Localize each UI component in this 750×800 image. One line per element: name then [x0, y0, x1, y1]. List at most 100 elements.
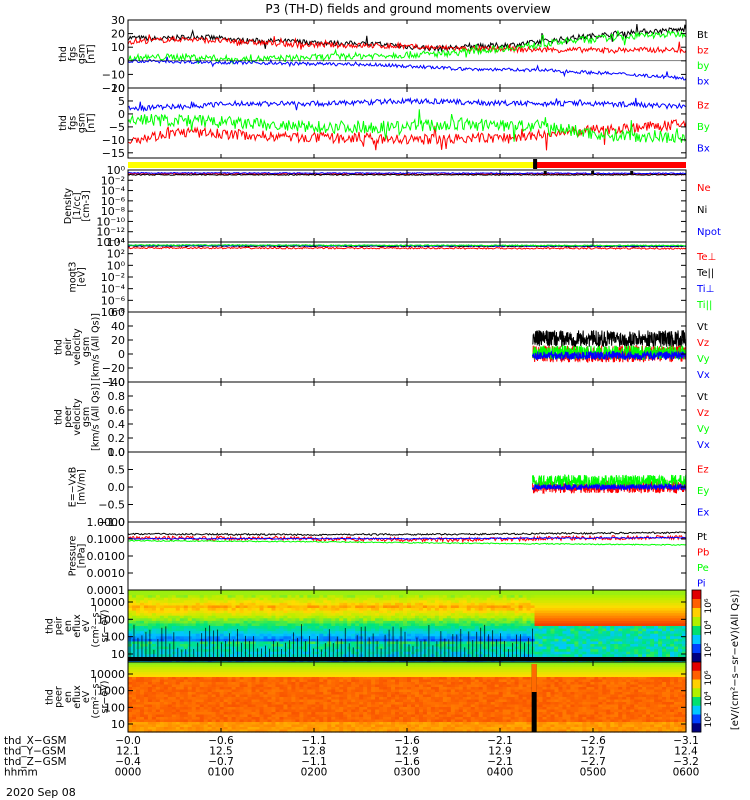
spectrogram-cell — [187, 602, 193, 607]
spectrogram-cell — [670, 590, 675, 594]
spectrogram-cell — [618, 638, 623, 643]
y-axis-label: thdfgsgsm[nT] — [58, 113, 97, 133]
spectrogram-cell — [558, 595, 564, 599]
spectrogram-cell — [486, 602, 492, 607]
spectrogram-cell — [151, 687, 157, 691]
spectrogram-cell — [179, 610, 185, 614]
spectrogram-cell — [598, 641, 603, 645]
spectrogram-cell — [295, 623, 300, 627]
spectrogram-cell — [662, 628, 667, 632]
spectrogram-cell — [562, 626, 568, 630]
y-tick-label: 10000 — [90, 596, 125, 609]
spectrogram-cell — [243, 615, 249, 619]
spectrogram-cell — [175, 618, 181, 622]
series-line-By — [127, 109, 687, 143]
spectrogram-cell — [654, 628, 659, 632]
spectrogram-cell — [231, 618, 237, 622]
spectrogram-cell — [502, 633, 508, 637]
y-axis-label-line: peir — [63, 338, 74, 357]
spectrogram-cell — [399, 620, 404, 625]
spectrogram-cell — [682, 602, 687, 607]
spectrogram-cell — [654, 659, 659, 663]
spectrogram-cell — [199, 719, 205, 723]
spectrogram-cell — [646, 618, 651, 622]
spectrogram-cell — [578, 638, 583, 643]
spectrogram-cell — [151, 677, 157, 681]
spectrogram-cell — [199, 613, 205, 617]
spectrogram-cell — [514, 600, 520, 604]
spectrogram-cell — [128, 712, 133, 716]
spectrogram-cell — [614, 646, 619, 650]
spectrogram-cell — [418, 602, 424, 607]
spectrogram-cell — [550, 600, 556, 604]
spectrogram-cell — [514, 595, 520, 599]
spectrogram-cell — [211, 659, 217, 663]
spectrogram-cell — [399, 613, 404, 617]
spectrogram-cell — [566, 605, 572, 609]
spectrogram-cell — [147, 669, 153, 673]
spectrogram-cell — [407, 659, 412, 663]
spectrogram-cell — [466, 628, 472, 632]
spectrogram-cell — [618, 605, 623, 609]
spectrogram-cell — [195, 682, 201, 686]
spectrogram-cell — [303, 615, 308, 619]
spectrogram-cell — [546, 659, 552, 663]
spectrogram-cell — [159, 717, 165, 721]
spectrogram-cell — [403, 605, 408, 609]
spectrogram-cell — [590, 595, 595, 599]
spectrogram-cell — [594, 605, 599, 609]
spectrogram-cell — [211, 595, 217, 599]
spectrogram-cell — [582, 631, 587, 635]
y-tick-label: 10² — [107, 248, 125, 261]
spectrogram-cell — [283, 615, 289, 619]
y-axis-label-line: fgs — [67, 116, 78, 130]
spectrogram-cell — [650, 610, 655, 614]
spectrogram-cell — [171, 669, 177, 673]
spectrogram-cell — [642, 649, 647, 653]
spectrogram-cell — [279, 597, 285, 601]
spectrogram-cell — [151, 664, 157, 668]
spectrogram-cell — [151, 674, 157, 678]
spectrogram-cell — [590, 644, 595, 648]
spectrogram-cell — [474, 590, 480, 594]
spectrogram-cell — [135, 684, 141, 688]
spectrogram-cell — [211, 590, 217, 594]
spectrogram-cell — [550, 646, 556, 650]
spectrogram-cell — [662, 626, 667, 630]
spectrogram-cell — [371, 592, 376, 596]
spectrogram-cell — [391, 613, 396, 617]
spectrogram-cell — [171, 722, 177, 726]
spectrogram-cell — [311, 626, 316, 630]
spectrogram-cell — [171, 664, 177, 668]
spectrogram-cell — [183, 620, 189, 625]
spectrogram-cell — [351, 626, 356, 630]
spectrogram-cell — [359, 659, 364, 663]
spectrogram-cell — [135, 692, 141, 696]
spectrogram-cell — [187, 600, 193, 604]
spectrogram-cell — [602, 636, 607, 640]
spectrogram-cell — [526, 605, 532, 609]
spectrogram-cell — [438, 615, 444, 619]
spectrogram-cell — [247, 615, 253, 619]
spectrogram-cell — [159, 697, 165, 701]
spectrogram-cell — [606, 659, 611, 663]
spectrogram-cell — [167, 724, 173, 728]
spectrogram-cell — [339, 623, 344, 627]
spectrogram-cell — [414, 620, 420, 625]
spectrogram-cell — [167, 699, 173, 703]
spectrogram-cell — [582, 605, 587, 609]
spectrogram-cell — [582, 600, 587, 604]
spectrogram-cell — [183, 679, 189, 683]
spectrogram-cell — [319, 626, 324, 630]
spectrogram-cell — [646, 597, 651, 601]
spectrogram-cell — [139, 592, 145, 596]
spectrogram-cell — [151, 608, 157, 612]
spectrogram-cell — [598, 613, 603, 617]
spectrogram-cell — [167, 659, 173, 663]
spectrogram-cell — [586, 633, 591, 637]
spectrogram-cell — [379, 644, 384, 648]
spectrogram-cell — [299, 659, 304, 663]
legend-entry: Vy — [697, 354, 710, 365]
spectrogram-cell — [131, 620, 137, 625]
spectrogram-cell — [247, 633, 253, 637]
